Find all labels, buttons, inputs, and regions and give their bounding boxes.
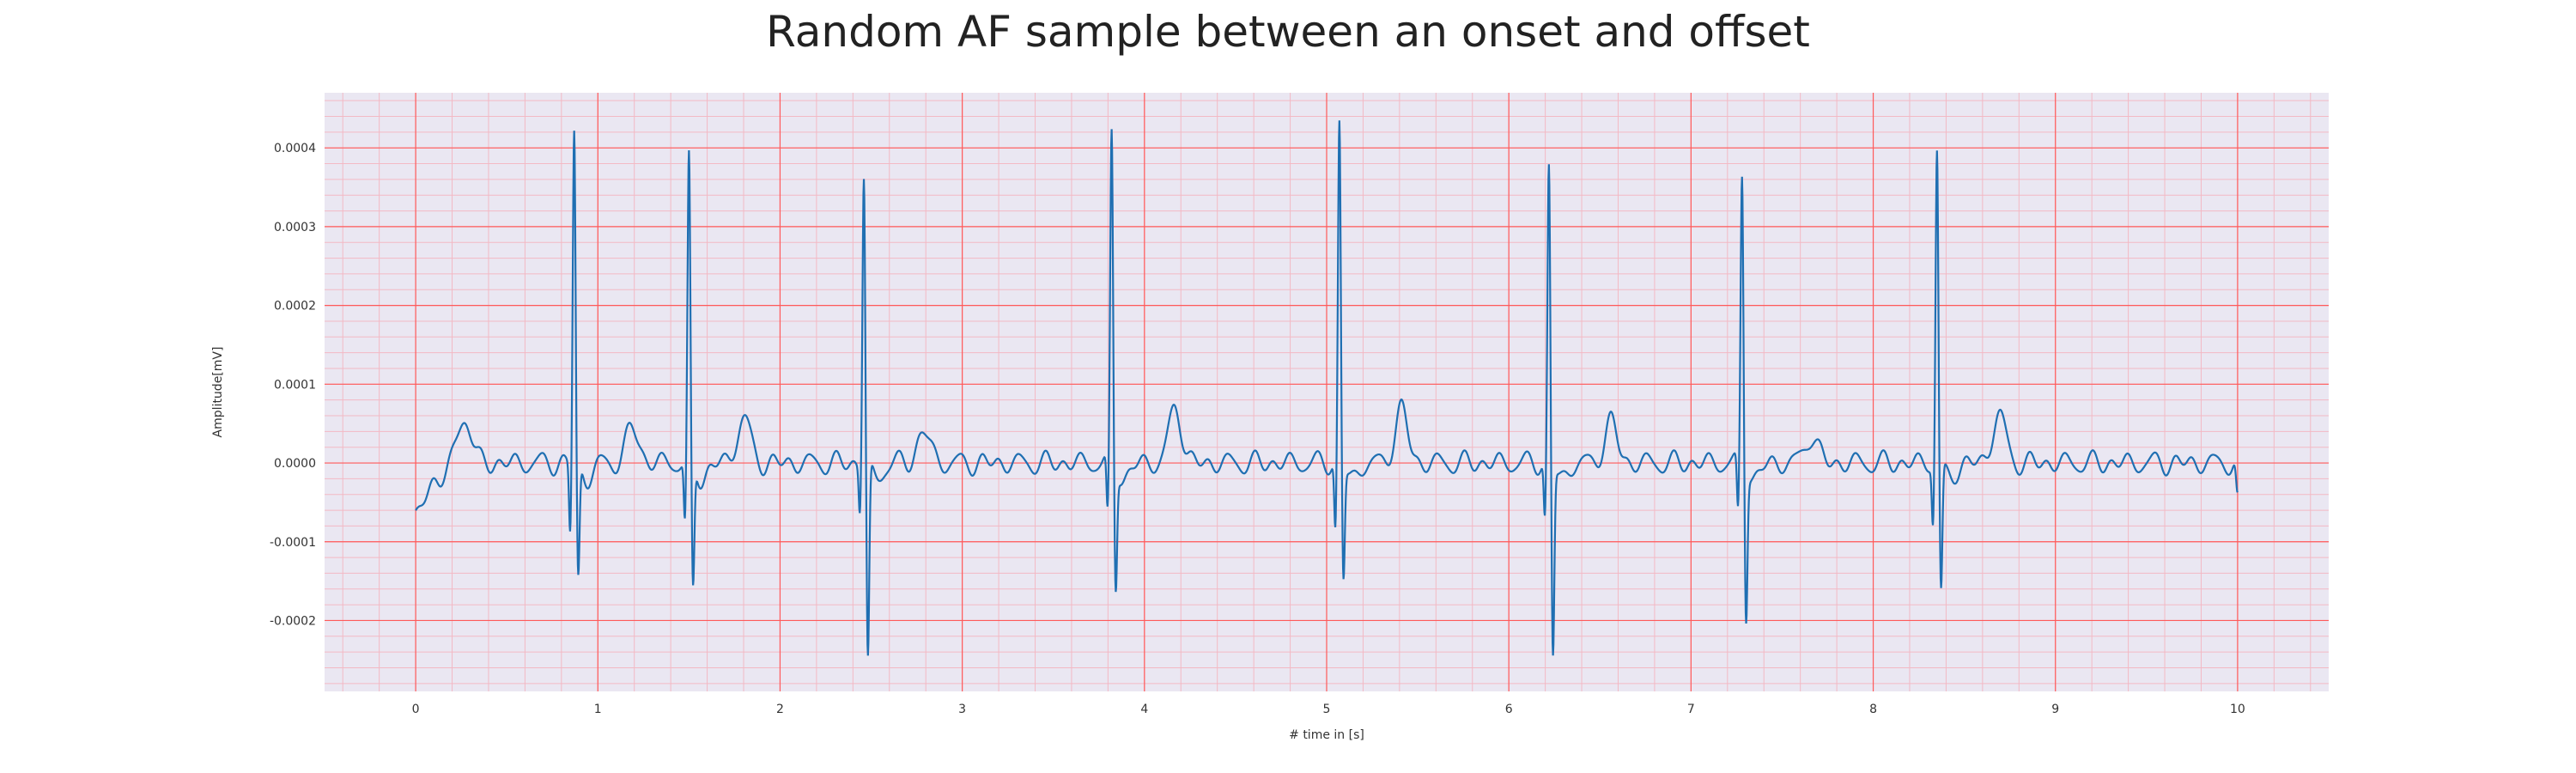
y-tick-label: 0.0002 <box>274 300 316 313</box>
y-tick-label: 0.0004 <box>274 142 316 155</box>
x-tick-label: 5 <box>1323 703 1331 716</box>
x-tick-label: 2 <box>776 703 784 716</box>
y-tick-label: -0.0001 <box>270 536 316 550</box>
y-axis-label: Amplitude[mV] <box>211 347 225 438</box>
x-tick-label: 0 <box>412 703 420 716</box>
x-axis-label: # time in [s] <box>1289 728 1364 742</box>
x-tick-label: 9 <box>2051 703 2059 716</box>
y-tick-label: 0.0001 <box>274 378 316 392</box>
y-axis-ticks: -0.0002 -0.0001 0.0000 0.0001 0.0002 0.0003 0.… <box>270 142 316 628</box>
x-axis-ticks: 0 1 2 3 4 5 6 7 8 9 10 <box>412 703 2245 716</box>
x-tick-label: 3 <box>958 703 966 716</box>
major-grid <box>325 93 2329 691</box>
x-tick-label: 4 <box>1140 703 1148 716</box>
x-tick-label: 6 <box>1505 703 1513 716</box>
y-tick-label: 0.0003 <box>274 221 316 234</box>
x-tick-label: 1 <box>594 703 602 716</box>
y-tick-label: -0.0002 <box>270 614 316 628</box>
x-tick-label: 7 <box>1687 703 1695 716</box>
chart-title: Random AF sample between an onset and of… <box>766 7 1810 57</box>
y-tick-label: 0.0000 <box>274 457 316 471</box>
x-tick-label: 8 <box>1869 703 1877 716</box>
ecg-signal-line <box>415 120 2239 656</box>
x-tick-label: 10 <box>2230 703 2245 716</box>
